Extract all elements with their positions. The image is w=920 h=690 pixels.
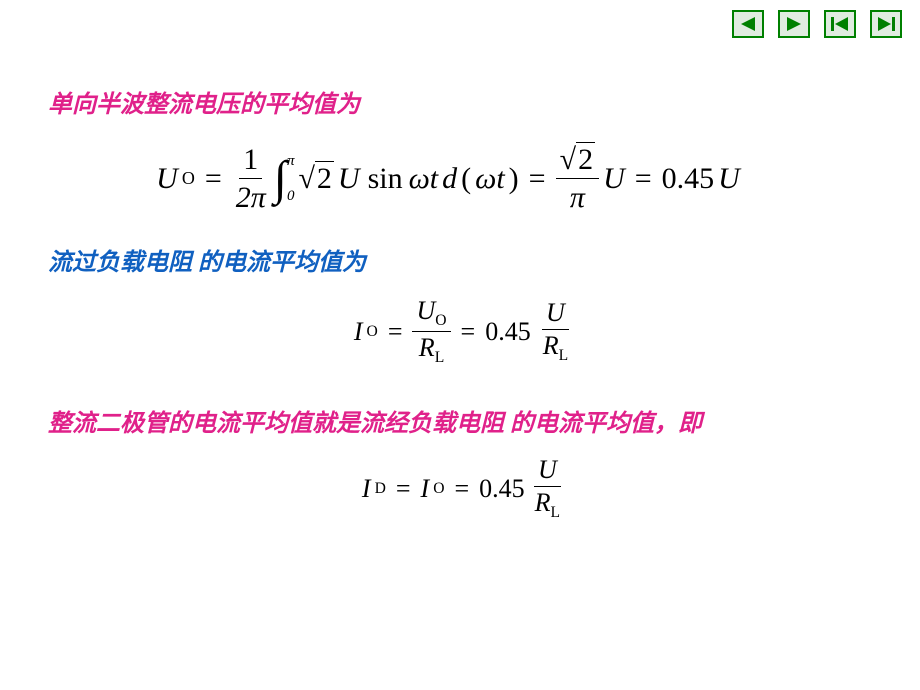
heading-3: 整流二极管的电流平均值就是流经负载电阻 的电流平均值，即 [48, 403, 878, 438]
f1-eq3: = [635, 162, 652, 196]
f1-lparen: ( [461, 162, 471, 196]
triangle-left-icon [739, 16, 757, 32]
f1-rparen: ) [509, 162, 519, 196]
f1-omega-t2: ωt [475, 162, 505, 196]
formula-1: UO = 1 2π ∫ π 0 2U sin ωtd(ωt) = 2 π U =… [18, 143, 878, 214]
formula-2: IO = UO RL = 0.45 U RL [48, 297, 878, 367]
nav-button-group [732, 10, 902, 38]
f1-sin: sin [368, 162, 403, 196]
triangle-right-icon [785, 16, 803, 32]
first-icon [830, 16, 850, 32]
f3-frac-den-var: R [535, 488, 551, 517]
f2-frac1-den-sub: L [435, 350, 445, 367]
f1-frac2-sqrt: 2 [576, 142, 595, 176]
f1-finalU: U [718, 162, 740, 196]
f3-eq1: = [396, 474, 411, 504]
f2-frac2-num: U [542, 299, 569, 331]
f1-integral: ∫ [274, 151, 287, 206]
f3-frac: U RL [531, 456, 564, 522]
f2-eq2: = [461, 317, 476, 347]
f3-lhs-var: I [362, 474, 371, 504]
f1-coef: 0.45 [662, 162, 715, 196]
nav-first-button[interactable] [824, 10, 856, 38]
f3-frac-den: RL [531, 487, 564, 521]
f1-d: d [442, 162, 457, 196]
f1-omega-t: ωt [409, 162, 439, 196]
f1-frac1-num: 1 [239, 143, 262, 179]
slide-content: 单向半波整流电压的平均值为 UO = 1 2π ∫ π 0 2U sin ωtd… [48, 84, 878, 522]
f1-int-limits: π 0 [287, 154, 295, 204]
f2-frac1-den: RL [415, 332, 448, 366]
f1-frac2-den: π [566, 179, 589, 214]
f2-frac1-num-sub: O [435, 312, 446, 329]
f2-lhs-var: I [354, 317, 363, 347]
f2-frac2-den-var: R [543, 331, 559, 360]
heading-1: 单向半波整流电压的平均值为 [48, 84, 878, 119]
f3-frac-den-sub: L [551, 504, 561, 521]
f2-frac1: UO RL [412, 297, 450, 367]
formula-3: ID = IO = 0.45 U RL [48, 456, 878, 522]
f3-lhs-sub: D [375, 480, 386, 498]
f1-frac1-den: 2π [232, 179, 270, 214]
f1-lhs-sub: O [182, 168, 195, 189]
f1-eq2: = [529, 162, 546, 196]
f1-frac2-num: 2 [556, 143, 599, 179]
f1-frac1: 1 2π [232, 143, 270, 214]
f1-frac2: 2 π [556, 143, 599, 214]
f2-frac1-den-var: R [419, 333, 435, 362]
heading-2: 流过负载电阻 的电流平均值为 [48, 242, 878, 277]
f1-sqrt: 2 [298, 162, 333, 196]
f3-coef: 0.45 [479, 474, 525, 504]
f2-coef: 0.45 [485, 317, 531, 347]
f2-frac2: U RL [539, 299, 572, 365]
f1-sqrt-rad: 2 [315, 161, 334, 195]
last-icon [876, 16, 896, 32]
f1-lhs-var: U [156, 162, 178, 196]
f2-frac2-den-sub: L [559, 348, 569, 365]
nav-prev-button[interactable] [732, 10, 764, 38]
f3-frac-num: U [534, 456, 561, 488]
f2-frac2-den: RL [539, 330, 572, 364]
nav-last-button[interactable] [870, 10, 902, 38]
f1-int-lower: 0 [287, 189, 295, 204]
f3-mid-sub: O [433, 480, 444, 498]
f3-mid-var: I [421, 474, 430, 504]
f2-lhs-sub: O [367, 323, 378, 341]
f2-frac1-num-var: U [416, 296, 435, 325]
nav-next-button[interactable] [778, 10, 810, 38]
f1-int-upper: π [287, 154, 295, 169]
f2-frac1-num: UO [412, 297, 450, 332]
f1-U2: U [603, 162, 625, 196]
f2-eq1: = [388, 317, 403, 347]
f1-eq1: = [205, 162, 222, 196]
f3-eq2: = [454, 474, 469, 504]
f1-U: U [338, 162, 360, 196]
